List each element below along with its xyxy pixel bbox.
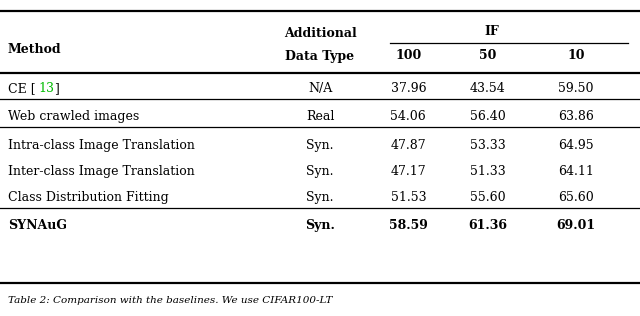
Text: 43.54: 43.54 [470,82,506,95]
Text: N/A: N/A [308,82,332,95]
Text: 53.33: 53.33 [470,139,506,152]
Text: Class Distribution Fitting: Class Distribution Fitting [8,191,168,204]
Text: IF: IF [484,25,500,38]
Text: 58.59: 58.59 [389,219,428,232]
Text: 69.01: 69.01 [556,219,596,232]
Text: 47.17: 47.17 [390,165,426,178]
Text: Inter-class Image Translation: Inter-class Image Translation [8,165,195,178]
Text: Syn.: Syn. [307,191,333,204]
Text: Real: Real [306,110,334,124]
Text: 63.86: 63.86 [558,110,594,124]
Text: 55.60: 55.60 [470,191,506,204]
Text: 56.40: 56.40 [470,110,506,124]
Text: 51.53: 51.53 [390,191,426,204]
Text: 64.95: 64.95 [558,139,594,152]
Text: 13: 13 [38,82,54,95]
Text: Method: Method [8,43,61,56]
Text: Intra-class Image Translation: Intra-class Image Translation [8,139,195,152]
Text: 10: 10 [567,49,585,62]
Text: 64.11: 64.11 [558,165,594,178]
Text: CE [: CE [ [8,82,35,95]
Text: 37.96: 37.96 [390,82,426,95]
Text: Web crawled images: Web crawled images [8,110,139,124]
Text: ]: ] [54,82,59,95]
Text: 51.33: 51.33 [470,165,506,178]
Text: Table 2: Comparison with the baselines. We use CIFAR100-LT: Table 2: Comparison with the baselines. … [8,296,332,305]
Text: 59.50: 59.50 [558,82,594,95]
Text: 50: 50 [479,49,497,62]
Text: Syn.: Syn. [305,219,335,232]
Text: Syn.: Syn. [307,165,333,178]
Text: Additional: Additional [284,27,356,40]
Text: 47.87: 47.87 [390,139,426,152]
Text: SYNAuG: SYNAuG [8,219,67,232]
Text: 61.36: 61.36 [468,219,507,232]
Text: Data Type: Data Type [285,50,355,64]
Text: Syn.: Syn. [307,139,333,152]
Text: 54.06: 54.06 [390,110,426,124]
Text: 65.60: 65.60 [558,191,594,204]
Text: 100: 100 [395,49,422,62]
